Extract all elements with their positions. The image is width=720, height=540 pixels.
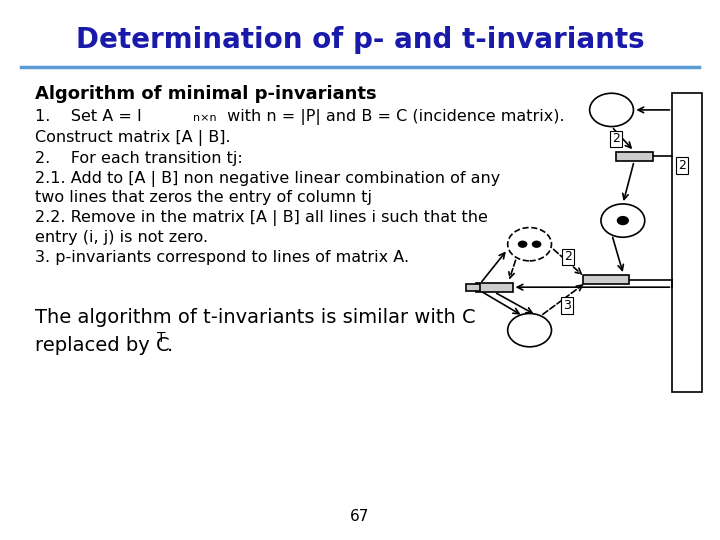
- Text: Algorithm of minimal p-invariants: Algorithm of minimal p-invariants: [35, 85, 377, 103]
- Text: 3. p-invariants correspond to lines of matrix A.: 3. p-invariants correspond to lines of m…: [35, 250, 409, 265]
- Text: entry (i, j) is not zero.: entry (i, j) is not zero.: [35, 230, 208, 245]
- Bar: [616, 152, 652, 161]
- Text: 2.    For each transition tj:: 2. For each transition tj:: [35, 151, 243, 166]
- Text: 2: 2: [564, 251, 572, 264]
- Circle shape: [518, 240, 527, 248]
- Circle shape: [590, 93, 634, 126]
- Text: 3: 3: [563, 299, 571, 312]
- Bar: [672, 93, 702, 393]
- Text: T: T: [157, 330, 166, 345]
- Circle shape: [508, 227, 552, 261]
- Text: 2: 2: [678, 159, 686, 172]
- Text: 1.    Set A = I: 1. Set A = I: [35, 109, 142, 124]
- Text: 2.2. Remove in the matrix [A | B] all lines i such that the: 2.2. Remove in the matrix [A | B] all li…: [35, 211, 488, 226]
- Text: two lines that zeros the entry of column tj: two lines that zeros the entry of column…: [35, 191, 372, 206]
- Bar: [476, 282, 513, 292]
- Bar: [466, 284, 480, 291]
- Bar: [583, 275, 629, 284]
- Text: 2: 2: [612, 132, 620, 145]
- Circle shape: [617, 216, 629, 225]
- Circle shape: [601, 204, 644, 237]
- Text: 67: 67: [351, 509, 369, 524]
- Text: n×n: n×n: [192, 113, 216, 123]
- Text: with n = |P| and B = C (incidence matrix).: with n = |P| and B = C (incidence matrix…: [222, 109, 564, 125]
- Circle shape: [532, 240, 541, 248]
- Text: 2.1. Add to [A | B] non negative linear combination of any: 2.1. Add to [A | B] non negative linear …: [35, 171, 500, 187]
- Text: Determination of p- and t-invariants: Determination of p- and t-invariants: [76, 25, 644, 53]
- Text: Construct matrix [A | B].: Construct matrix [A | B].: [35, 130, 230, 146]
- Text: .: .: [166, 335, 173, 355]
- Circle shape: [508, 314, 552, 347]
- Text: replaced by C: replaced by C: [35, 335, 170, 355]
- Text: The algorithm of t-invariants is similar with C: The algorithm of t-invariants is similar…: [35, 308, 476, 327]
